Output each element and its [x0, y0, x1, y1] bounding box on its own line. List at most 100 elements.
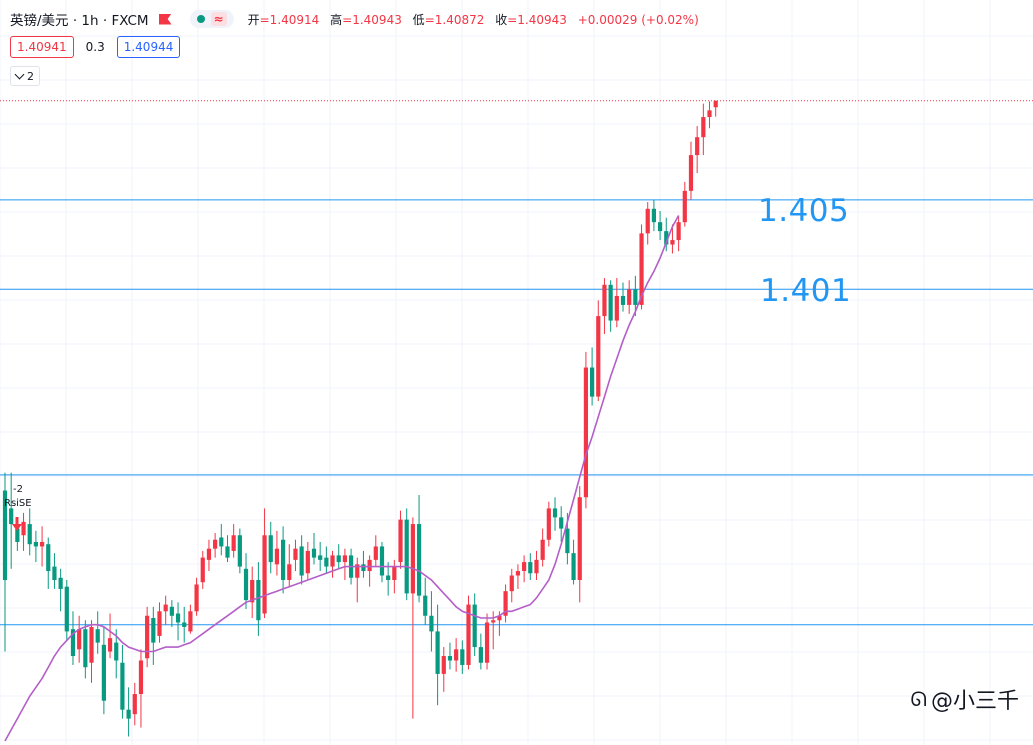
candle — [379, 541, 385, 583]
moving-average-line — [4, 215, 680, 742]
candle-body — [182, 622, 187, 627]
candle-body — [89, 626, 94, 663]
candle — [262, 508, 267, 619]
candle — [361, 550, 366, 578]
candle-body — [596, 316, 601, 397]
indicators-count: 2 — [27, 69, 34, 83]
flag-icon[interactable] — [158, 13, 172, 25]
candle-body — [120, 662, 125, 710]
candle — [552, 497, 558, 531]
candle — [466, 595, 471, 670]
open-value: =1.40914 — [259, 12, 320, 27]
candle-body — [713, 100, 718, 108]
candle-body — [695, 137, 700, 156]
trade-prices: 1.40941 0.3 1.40944 — [10, 36, 181, 58]
candle-body — [478, 647, 483, 663]
candle — [293, 539, 298, 572]
candle-body — [206, 548, 212, 560]
candle — [188, 604, 193, 634]
low-value: =1.40872 — [424, 12, 485, 27]
candle-body — [213, 539, 218, 549]
candle — [163, 595, 168, 625]
wave-icon: ≈ — [210, 12, 227, 26]
ohlc-values: 开=1.40914 高=1.40943 低=1.40872 收=1.40943 … — [248, 11, 699, 28]
candle — [620, 282, 626, 312]
candle — [64, 579, 69, 641]
candle-body — [287, 564, 292, 580]
candle-body — [132, 694, 137, 715]
candle — [46, 537, 51, 589]
candle-body — [126, 709, 131, 719]
candle — [627, 280, 632, 314]
candle-body — [651, 208, 656, 223]
candle-body — [552, 508, 558, 518]
candle — [237, 528, 242, 574]
candle-body — [472, 604, 477, 648]
candle — [460, 640, 465, 674]
candle-body — [657, 222, 663, 232]
buy-button[interactable]: 1.40944 — [116, 36, 181, 58]
candle-body — [602, 284, 607, 317]
signal-name: RsiSE — [4, 498, 32, 509]
candle — [77, 615, 82, 663]
candle — [546, 501, 551, 547]
candle — [441, 647, 446, 692]
sell-button[interactable]: 1.40941 — [10, 36, 74, 58]
candle — [132, 682, 137, 726]
sell-signal-arrow-icon[interactable] — [12, 517, 22, 531]
candle-body — [441, 656, 446, 674]
candle — [107, 613, 113, 659]
candle-body — [194, 584, 199, 612]
candle-body — [101, 644, 106, 701]
candle — [484, 613, 490, 670]
candle-body — [237, 535, 242, 567]
candle — [182, 606, 187, 643]
candle-body — [250, 579, 255, 603]
level-label-1405: 1.405 — [758, 193, 850, 229]
candle-body — [577, 497, 582, 580]
candle — [299, 535, 304, 585]
candle-body — [676, 222, 681, 241]
watermark-text: @小三千 — [930, 689, 1019, 714]
candle-body — [163, 604, 168, 612]
candle-body — [281, 539, 286, 580]
candle — [169, 600, 174, 627]
candle — [701, 103, 706, 156]
candle-body — [107, 638, 113, 652]
spread-value: 0.3 — [85, 40, 105, 54]
candle-body — [546, 508, 551, 540]
candle — [645, 202, 650, 245]
candle — [713, 100, 718, 117]
candle — [676, 215, 681, 252]
candlestick-series — [2, 100, 718, 737]
market-status[interactable]: ≈ — [189, 10, 234, 28]
symbol-title[interactable]: 英镑/美元 · 1h · FXCM — [10, 13, 149, 29]
candle — [311, 533, 317, 565]
candle — [664, 217, 669, 252]
candle-body — [52, 566, 57, 580]
candle-body — [46, 544, 51, 572]
candle-body — [200, 557, 205, 583]
candle — [318, 541, 323, 572]
candle-body — [77, 629, 82, 650]
candle — [534, 550, 539, 580]
candle-body — [392, 566, 397, 580]
candle — [58, 568, 63, 612]
candle-body — [491, 620, 496, 623]
candle-body — [534, 559, 539, 574]
candle-body — [639, 233, 644, 305]
candle — [2, 472, 8, 652]
candle-body — [484, 622, 490, 663]
candle-body — [95, 629, 100, 643]
candle — [114, 629, 119, 679]
candle-body — [243, 568, 249, 601]
candle-body — [114, 642, 119, 661]
indicators-toggle-button[interactable]: 2 — [10, 66, 40, 86]
candle-body — [410, 524, 415, 594]
high-value: =1.40943 — [342, 12, 402, 27]
candle — [590, 347, 595, 406]
candle-body — [682, 190, 687, 223]
candle-body — [466, 604, 471, 665]
candle-body — [361, 564, 366, 572]
